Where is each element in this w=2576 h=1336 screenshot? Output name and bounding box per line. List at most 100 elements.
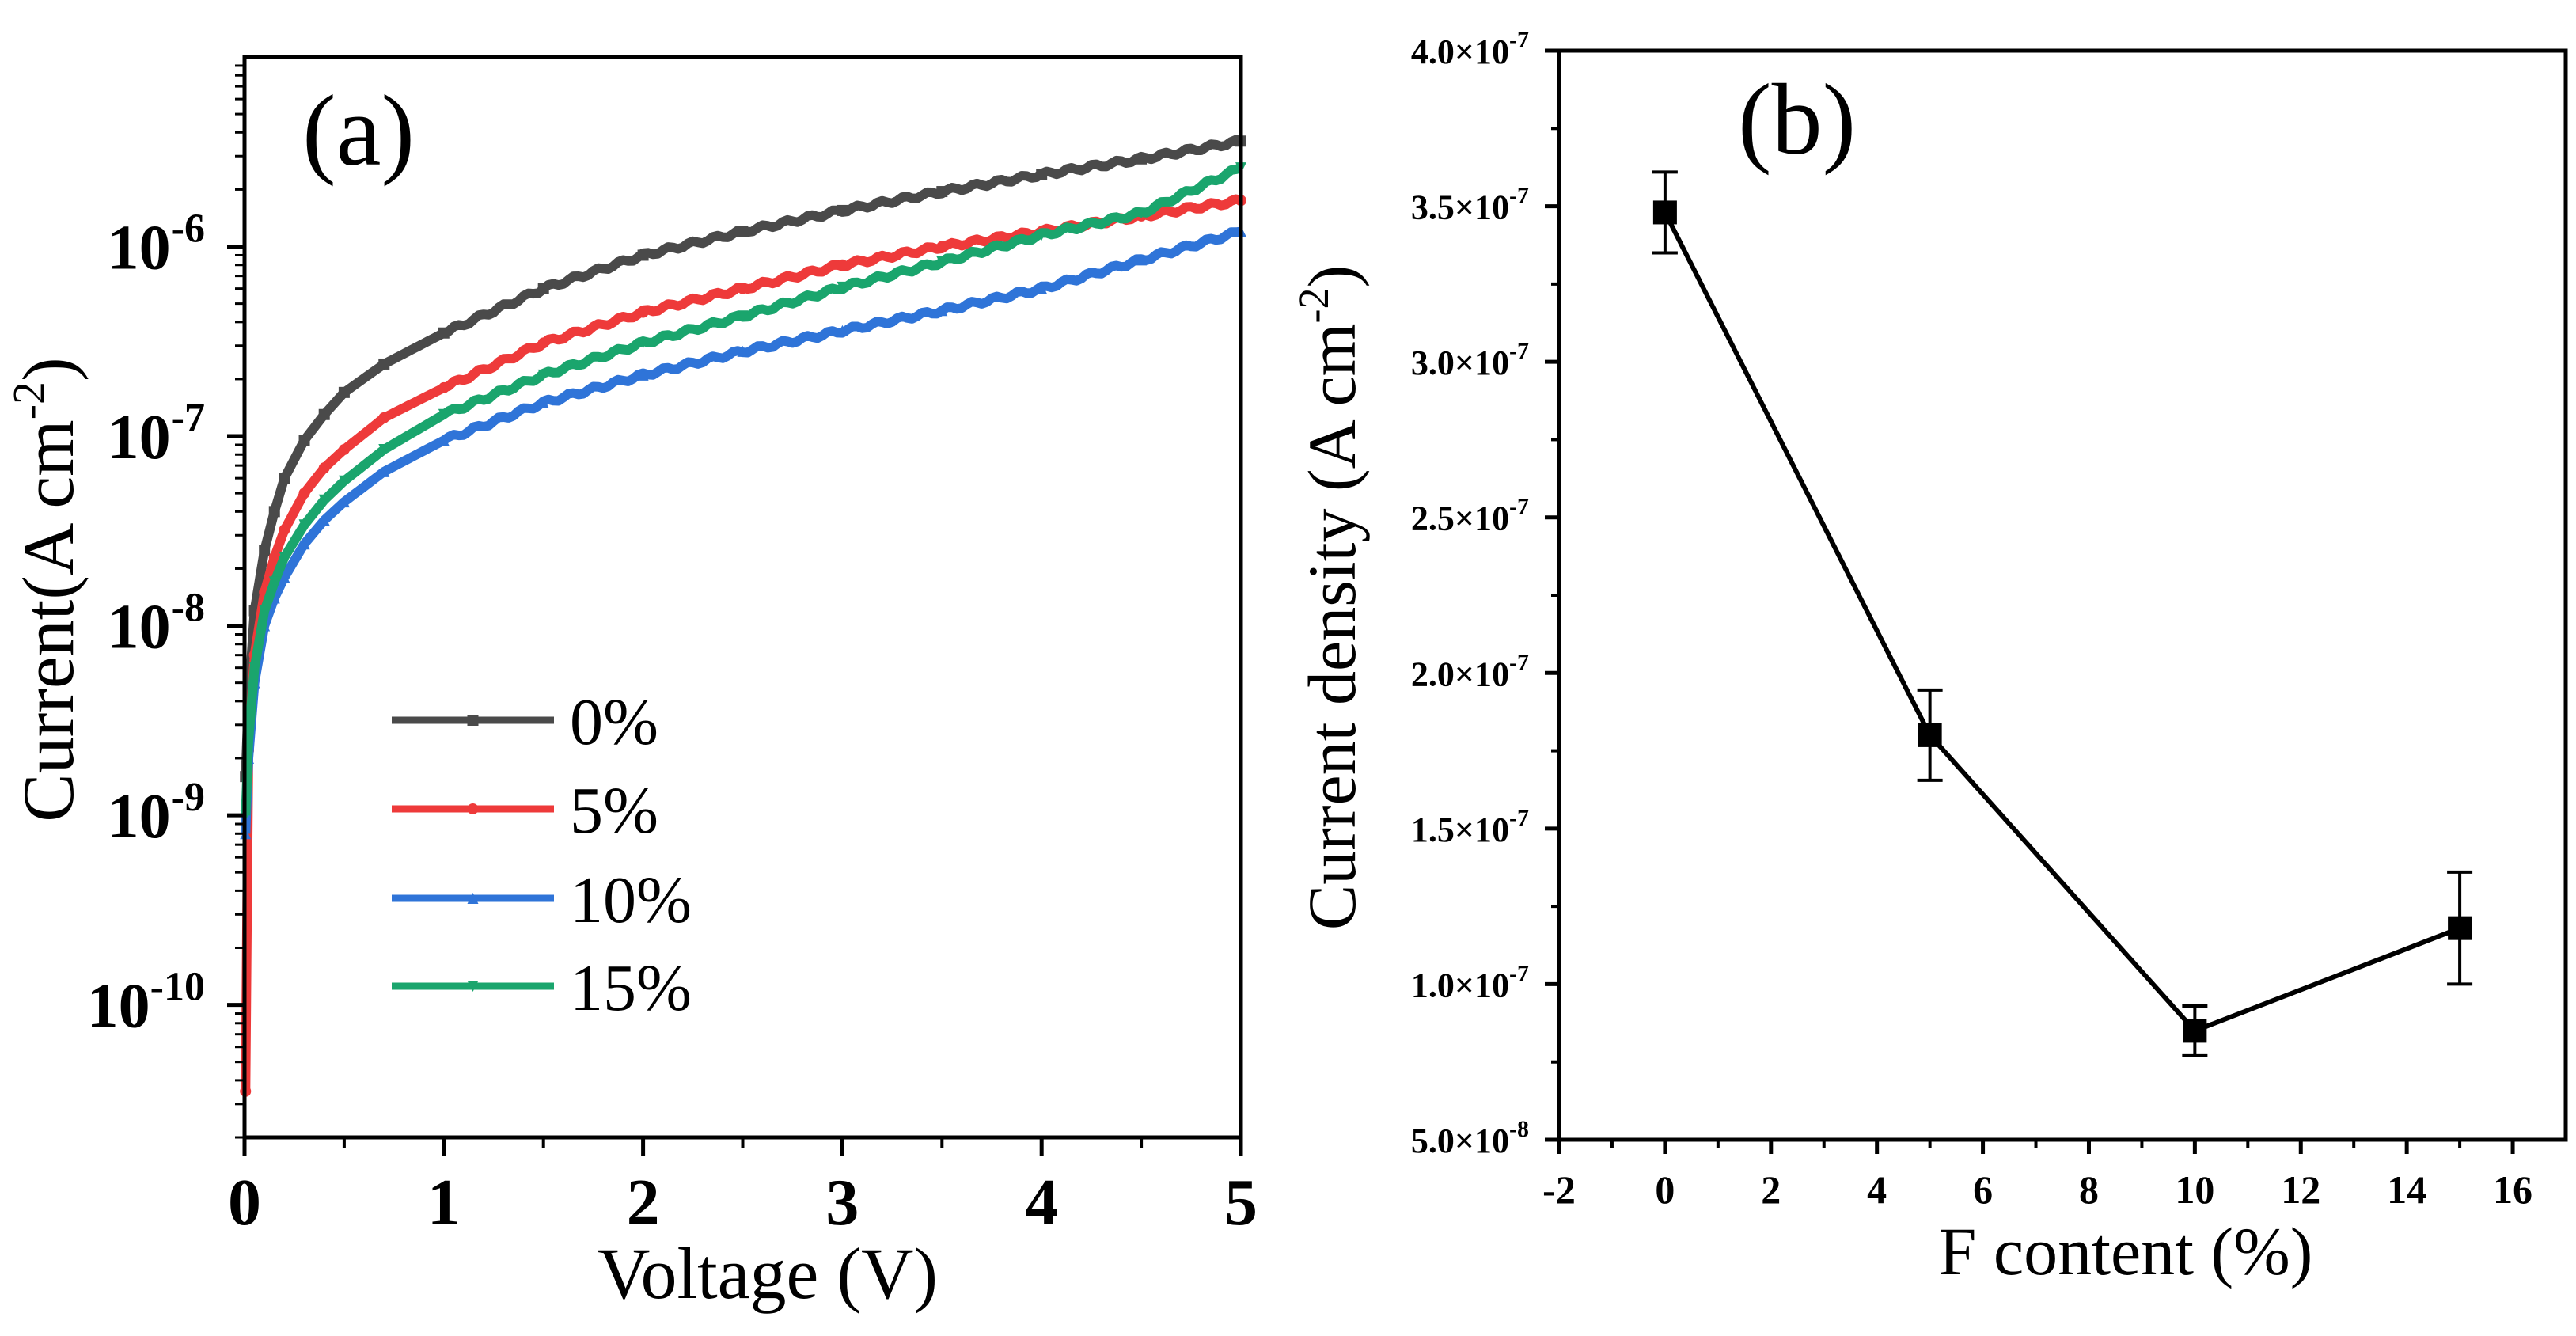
panel-a-data-point — [936, 186, 948, 198]
panel-a-data-point — [438, 408, 450, 420]
panel-a-data-point — [268, 576, 280, 588]
panel-a-data-point — [1136, 207, 1148, 219]
panel-b-data-point — [2183, 1019, 2207, 1043]
panel-a-y-tick-label: 10-10 — [87, 965, 205, 1042]
panel-b-x-tick-label: 8 — [2079, 1167, 2099, 1212]
legend-swatch-marker — [467, 893, 479, 904]
legend-label: 10% — [570, 863, 692, 937]
panel-a-series-line — [241, 163, 1242, 816]
panel-a-data-point — [537, 397, 549, 408]
panel-b-data-point — [2448, 916, 2472, 940]
panel-b-y-axis-title-main: Current density (A cm — [1294, 323, 1370, 930]
panel-a-data-point — [378, 412, 390, 423]
legend-swatch-marker — [467, 715, 479, 726]
panel-a-data-point — [279, 551, 290, 563]
panel-a-x-tick-label: 0 — [228, 1166, 261, 1239]
panel-b-data-point — [1652, 200, 1677, 225]
panel-a-data-point — [936, 305, 948, 317]
panel-a-x-tick-label: 2 — [627, 1166, 660, 1239]
panel-a-data-point — [378, 443, 390, 455]
panel-b-y-tick-label: 2.5×10-7 — [1411, 494, 1529, 538]
panel-a-data-point — [259, 605, 271, 617]
panel-a-data-point — [338, 496, 350, 508]
panel-a-ticks: 0 1 2 3 4 5 10-10 10-9 10-8 10-7 10-6 — [87, 64, 1258, 1239]
panel-a-legend: 0% 5% 10% 15% — [392, 685, 692, 1025]
panel-a-data-point — [637, 249, 649, 261]
panel-a-data-point — [537, 337, 549, 349]
panel-a-series-15pct — [240, 162, 1246, 822]
panel-a-data-point — [298, 538, 310, 550]
panel-a-data-point — [837, 281, 848, 293]
panel-a-data-point — [248, 662, 260, 674]
legend-label: 15% — [570, 951, 692, 1025]
panel-b-label: (b) — [1738, 63, 1856, 176]
panel-a-data-point — [637, 306, 649, 318]
panel-a-x-tick-label: 3 — [825, 1166, 859, 1239]
panel-a-data-point — [737, 226, 749, 237]
panel-b-x-tick-label: 14 — [2387, 1167, 2426, 1212]
panel-b-y-tick-label: 3.0×10-7 — [1411, 338, 1529, 382]
legend-swatch-marker — [467, 803, 479, 814]
legend-item: 5% — [392, 774, 658, 848]
panel-b-y-axis-title-sup: -2 — [1290, 287, 1337, 323]
panel-a-data-point — [837, 325, 848, 336]
panel-a-data-point — [936, 256, 948, 268]
panel-b-y-tick-label: 1.5×10-7 — [1411, 805, 1529, 849]
panel-b-y-axis-title-close: ) — [1294, 265, 1370, 288]
panel-a-data-point — [438, 435, 450, 446]
panel-a-data-point — [378, 358, 390, 370]
panel-b-x-tick-label: 12 — [2281, 1167, 2320, 1212]
panel-a-y-axis-title: Current(A cm-2) — [3, 357, 89, 822]
panel-a-y-axis-title-close: ) — [8, 357, 89, 381]
panel-a-y-tick-label: 10-7 — [108, 396, 205, 473]
panel-a-data-point — [318, 408, 330, 420]
panel-a-data-point — [737, 345, 749, 357]
panel-a-data-point — [298, 435, 310, 446]
panel-a-data-point — [318, 462, 330, 474]
panel-a-data-point — [537, 369, 549, 381]
legend-label: 5% — [570, 774, 658, 848]
panel-a-data-point — [338, 475, 350, 487]
legend-label: 0% — [570, 685, 658, 759]
legend-item: 0% — [392, 685, 658, 759]
panel-b-x-tick-label: 6 — [1973, 1167, 1993, 1212]
panel-a-data-point — [1036, 283, 1048, 294]
panel-a-y-tick-label: 10-6 — [108, 207, 205, 283]
panel-a-data-point — [1036, 229, 1048, 241]
panel-a-data-point — [637, 369, 649, 381]
panel-a-data-point — [279, 571, 290, 583]
panel-a-data-point — [1136, 254, 1148, 266]
panel-a-series-group — [240, 135, 1246, 1097]
panel-a-data-point — [338, 386, 350, 398]
panel-b-y-tick-label: 5.0×10-8 — [1411, 1116, 1529, 1160]
panel-a-data-point — [298, 519, 310, 531]
panel-b-x-tick-label: 0 — [1655, 1167, 1675, 1212]
panel-a-data-point — [318, 514, 330, 526]
panel-b-y-tick-label: 2.0×10-7 — [1411, 649, 1529, 693]
panel-b-data-point — [1918, 723, 1942, 747]
panel-a-data-point — [279, 473, 290, 484]
panel-a-data-point — [537, 283, 549, 294]
panel-a-data-point — [936, 241, 948, 252]
panel-b-series-group — [1652, 170, 2473, 1057]
legend-swatch-marker — [467, 981, 479, 992]
panel-b-y-tick-label: 4.0×10-7 — [1411, 27, 1529, 71]
panel-a-data-point — [268, 506, 280, 518]
panel-a-data-point — [378, 465, 390, 477]
panel-a-data-point — [298, 488, 310, 499]
panel-b-y-tick-label: 1.0×10-7 — [1411, 960, 1529, 1004]
panel-b-y-tick-label: 3.5×10-7 — [1411, 183, 1529, 227]
panel-a-data-point — [1136, 153, 1148, 165]
panel-a-data-point — [837, 204, 848, 216]
panel-a-x-tick-label: 1 — [427, 1166, 461, 1239]
panel-a-data-point — [259, 545, 271, 556]
panel-a-data-point — [737, 283, 749, 294]
panel-a-data-point — [637, 337, 649, 349]
panel-b-x-axis-title: F content (%) — [1939, 1213, 2313, 1289]
panel-a-x-tick-label: 4 — [1025, 1166, 1058, 1239]
panel-a-data-point — [737, 310, 749, 322]
panel-b-x-tick-label: 4 — [1867, 1167, 1887, 1212]
legend-item: 15% — [392, 951, 692, 1025]
panel-b-x-tick-label: 2 — [1761, 1167, 1781, 1212]
